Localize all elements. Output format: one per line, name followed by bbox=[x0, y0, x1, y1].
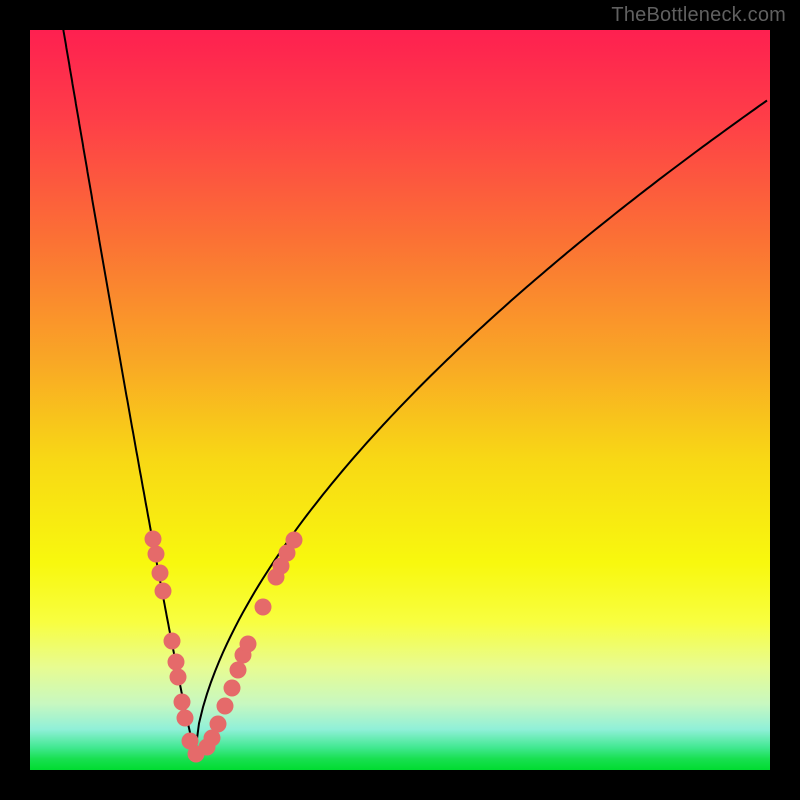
data-point bbox=[145, 531, 162, 548]
data-point bbox=[164, 633, 181, 650]
data-point bbox=[240, 636, 257, 653]
data-point bbox=[230, 662, 247, 679]
data-point bbox=[170, 669, 187, 686]
chart-container bbox=[0, 0, 800, 800]
data-point bbox=[286, 532, 303, 549]
data-point bbox=[152, 565, 169, 582]
watermark-text: TheBottleneck.com bbox=[611, 4, 786, 27]
data-point bbox=[155, 583, 172, 600]
data-point bbox=[148, 546, 165, 563]
data-point bbox=[217, 698, 234, 715]
data-point bbox=[177, 710, 194, 727]
data-point bbox=[224, 680, 241, 697]
data-point bbox=[210, 716, 227, 733]
data-point bbox=[255, 599, 272, 616]
data-point bbox=[168, 654, 185, 671]
data-point bbox=[174, 694, 191, 711]
chart-svg bbox=[0, 0, 800, 800]
gradient-background bbox=[30, 30, 770, 770]
